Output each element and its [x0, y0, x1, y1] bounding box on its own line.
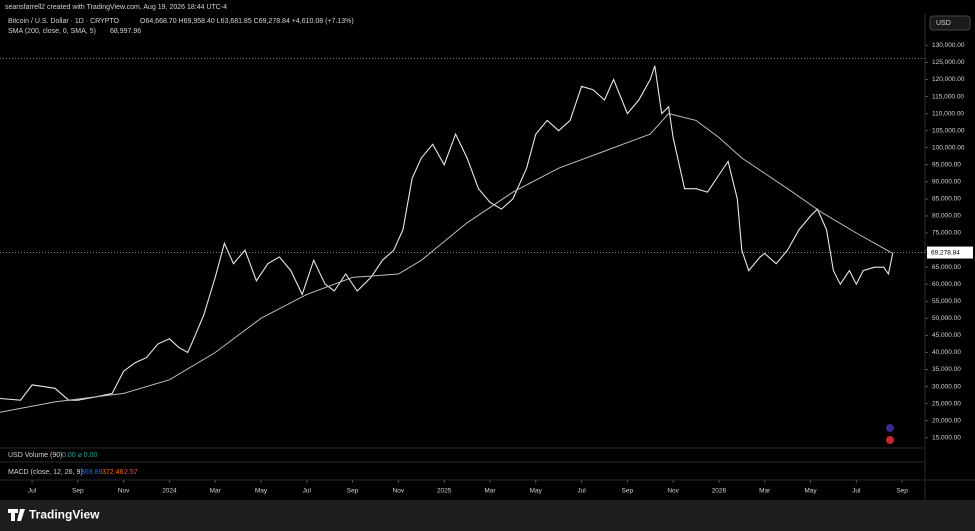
x-tick-label: Sep	[347, 488, 359, 495]
series-name: Bitcoin / U.S. Dollar · 1D · CRYPTO	[8, 18, 120, 25]
y-tick-label: 55,000.00	[932, 298, 961, 305]
x-tick-label: 2024	[162, 488, 177, 495]
y-tick-label: 105,000.00	[932, 127, 965, 134]
series-values: O64,668.70 H69,958.40 L63,681.85 C69,278…	[140, 18, 354, 25]
y-tick-label: 85,000.00	[932, 196, 961, 203]
volume-values: 0.00 ⌀ 0.00	[62, 452, 97, 459]
y-tick-label: 120,000.00	[932, 76, 965, 83]
event-icon[interactable]	[886, 424, 894, 432]
x-tick-label: 2026	[712, 488, 727, 495]
currency-box[interactable]	[929, 15, 971, 31]
x-tick-label: Sep	[622, 488, 634, 495]
x-tick-label: 2025	[437, 488, 452, 495]
x-tick-label: Sep	[896, 488, 908, 495]
x-tick-label: Jul	[852, 488, 861, 495]
x-tick-label: Jul	[577, 488, 586, 495]
sma-name: SMA (200, close, 0, SMA, 5)	[8, 28, 96, 35]
footer	[0, 500, 975, 531]
x-tick-label: May	[804, 488, 817, 495]
y-tick-label: 25,000.00	[932, 400, 961, 407]
y-tick-label: 110,000.00	[932, 110, 964, 117]
x-tick-label: May	[530, 488, 543, 495]
y-tick-label: 75,000.00	[932, 230, 961, 237]
y-tick-label: 15,000.00	[932, 434, 961, 441]
x-tick-label: Mar	[759, 488, 771, 495]
y-tick-label: 80,000.00	[932, 213, 961, 220]
x-tick-label: Nov	[118, 488, 130, 495]
logo-icon	[8, 509, 25, 521]
macd-hist: 2.57	[124, 469, 138, 476]
x-tick-label: Nov	[393, 488, 405, 495]
y-tick-label: 125,000.00	[932, 59, 965, 66]
macd-signal: 372.46	[102, 469, 124, 476]
last-price-box	[927, 246, 973, 259]
x-tick-label: May	[255, 488, 268, 495]
y-tick-label: 95,000.00	[932, 162, 961, 169]
y-tick-label: 115,000.00	[932, 93, 964, 100]
last-price-label: 69,278.84	[931, 249, 960, 256]
x-tick-label: Sep	[72, 488, 84, 495]
brand: TradingView	[29, 508, 100, 522]
y-tick-label: 130,000.00	[932, 42, 965, 49]
x-tick-label: Jul	[303, 488, 312, 495]
y-tick-label: 20,000.00	[932, 417, 961, 424]
volume-title: USD Volume (90)	[8, 452, 62, 459]
y-tick-label: 60,000.00	[932, 281, 961, 288]
currency[interactable]: USD	[936, 20, 951, 27]
y-tick-label: 45,000.00	[932, 332, 961, 339]
y-tick-label: 90,000.00	[932, 179, 961, 186]
macd-title: MACD (close, 12, 26, 9)	[8, 469, 83, 476]
x-tick-label: Jul	[28, 488, 37, 495]
y-tick-label: 50,000.00	[932, 315, 961, 322]
price-line	[0, 65, 894, 401]
x-tick-label: Mar	[210, 488, 222, 495]
macd-value: 369.89	[81, 469, 103, 476]
sma-line	[0, 113, 894, 413]
y-tick-label: 30,000.00	[932, 383, 961, 390]
y-tick-label: 100,000.00	[932, 144, 965, 151]
event-icon[interactable]	[886, 436, 894, 444]
y-tick-label: 35,000.00	[932, 366, 961, 373]
x-tick-label: Nov	[667, 488, 679, 495]
sma-values: 68,997.96	[110, 28, 141, 35]
y-tick-label: 65,000.00	[932, 264, 961, 271]
y-tick-label: 40,000.00	[932, 349, 961, 356]
credit: seansfarrell2 created with TradingView.c…	[5, 4, 227, 11]
x-tick-label: Mar	[484, 488, 496, 495]
